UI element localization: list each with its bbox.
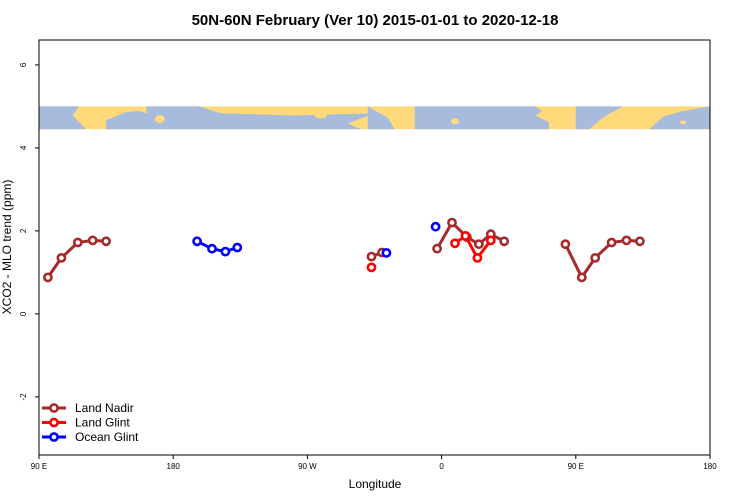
legend-item-land-nadir: Land Nadir	[42, 401, 134, 415]
map-island	[451, 118, 460, 125]
series-ocean-glint	[192, 221, 441, 258]
data-point-land-glint	[366, 262, 377, 273]
data-point-land-nadir	[101, 236, 111, 247]
data-point-land-nadir	[560, 239, 571, 250]
map-ocean-region	[367, 106, 395, 130]
map-ocean-region	[106, 111, 154, 130]
series-layer	[43, 217, 645, 283]
data-point-ocean-glint	[232, 242, 243, 253]
data-point-land-nadir	[87, 235, 98, 246]
data-point-land-nadir	[447, 217, 457, 228]
x-tick-label: 180	[703, 462, 717, 471]
data-point-land-nadir	[72, 237, 83, 248]
map-ocean-region	[414, 106, 549, 130]
data-point-land-nadir	[432, 243, 442, 254]
x-axis: 90 E 180 90 W 0 90 E 180	[31, 455, 717, 471]
legend-label: Ocean Glint	[75, 430, 139, 444]
data-point-ocean-glint	[192, 236, 202, 247]
map-island	[314, 112, 327, 119]
data-point-land-glint	[472, 252, 483, 263]
legend-item-ocean-glint: Ocean Glint	[42, 430, 139, 444]
legend-marker	[49, 432, 59, 442]
x-tick-label: 90 E	[31, 462, 47, 471]
data-point-ocean-glint	[220, 246, 231, 257]
data-point-land-nadir	[576, 272, 587, 283]
y-tick-label: 0	[19, 311, 28, 316]
legend-item-land-glint: Land Glint	[42, 416, 130, 430]
map-island	[680, 120, 687, 125]
x-tick-label: 180	[167, 462, 181, 471]
series-land-glint	[366, 230, 496, 273]
series-line-land-glint	[454, 233, 492, 261]
data-point-land-nadir	[366, 251, 377, 262]
series-line-ocean-glint	[196, 239, 238, 254]
data-point-land-glint	[460, 230, 471, 241]
series-land-nadir	[43, 217, 645, 283]
map-ocean-region	[146, 106, 375, 130]
data-point-ocean-glint	[430, 221, 441, 232]
chart-title: 50N-60N February (Ver 10) 2015-01-01 to …	[192, 12, 559, 29]
data-point-land-nadir	[621, 235, 632, 246]
y-axis: -2 0 2 4 6	[19, 62, 39, 400]
map-ocean-region	[649, 106, 710, 130]
data-point-land-glint	[450, 238, 460, 249]
data-point-land-nadir	[473, 239, 484, 250]
map-ocean-region	[39, 106, 86, 130]
data-point-ocean-glint	[207, 243, 217, 254]
y-axis-label: XCO2 - MLO trend (ppm)	[0, 180, 14, 315]
x-tick-label: 90 E	[568, 462, 584, 471]
x-axis-label: Longitude	[349, 477, 402, 491]
data-point-land-glint	[485, 235, 496, 246]
data-point-land-nadir	[590, 252, 601, 263]
map-ocean-region	[575, 106, 623, 130]
y-tick-label: 6	[19, 62, 28, 67]
map-island	[624, 113, 635, 122]
data-point-land-nadir	[606, 237, 617, 248]
map-island	[154, 114, 165, 123]
y-tick-label: 2	[19, 228, 28, 233]
y-tick-label: 4	[19, 145, 28, 150]
y-tick-label: -2	[19, 393, 28, 401]
legend-label: Land Glint	[75, 416, 130, 430]
data-point-ocean-glint	[381, 247, 392, 258]
x-tick-label: 90 W	[298, 462, 317, 471]
legend-marker	[49, 403, 59, 413]
plot-frame	[38, 39, 711, 456]
legend-label: Land Nadir	[75, 401, 134, 415]
data-point-land-nadir	[43, 272, 53, 283]
data-point-land-nadir	[499, 236, 510, 247]
world-map-strip	[39, 106, 710, 130]
legend-marker	[49, 417, 59, 428]
series-line-land-nadir	[564, 238, 641, 281]
x-tick-label: 0	[439, 462, 444, 471]
data-point-land-nadir	[56, 252, 67, 263]
data-point-land-nadir	[635, 236, 645, 247]
